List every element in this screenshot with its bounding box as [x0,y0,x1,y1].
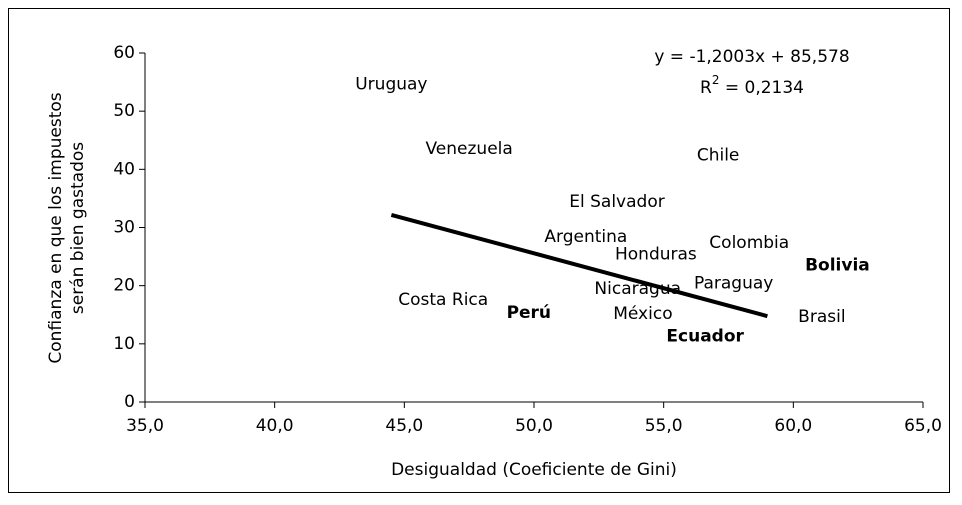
y-tick-label: 20 [113,276,135,296]
point-label: Chile [697,145,740,165]
x-tick-label: 35,0 [126,416,164,436]
x-tick-label: 45,0 [385,416,423,436]
x-tick-label: 50,0 [515,416,553,436]
point-label: Colombia [709,233,789,253]
point-label: Uruguay [355,74,427,94]
point-label: Costa Rica [398,290,488,310]
x-tick-label: 65,0 [904,416,942,436]
point-label: Bolivia [805,255,870,275]
point-label: Perú [507,303,551,323]
point-label: Honduras [615,244,697,264]
point-label: México [613,304,672,324]
point-label: Venezuela [426,139,513,159]
r2-base: R [700,78,712,98]
r2-rest: = 0,2134 [719,78,804,98]
x-tick-label: 55,0 [645,416,683,436]
x-axis-label: Desigualdad (Coeficiente de Gini) [391,460,677,480]
r2-sup: 2 [712,73,720,87]
point-label: Argentina [544,227,627,247]
y-tick-label: 60 [113,43,135,63]
chart-border [8,8,950,493]
y-tick-label: 0 [124,392,135,412]
y-tick-label: 50 [113,101,135,121]
x-tick-label: 60,0 [774,416,812,436]
point-label: Ecuador [666,326,744,346]
trend-equation: y = -1,2003x + 85,578 [654,47,849,67]
y-tick-label: 40 [113,159,135,179]
point-label: Brasil [798,307,845,327]
y-axis-label: Confianza en que los impuestos [46,92,66,363]
x-tick-label: 40,0 [256,416,294,436]
r-squared: R2 = 0,2134 [700,73,804,99]
point-label: Paraguay [694,273,773,293]
y-tick-label: 30 [113,218,135,238]
trendline [390,212,768,319]
y-tick-label: 10 [113,334,135,354]
point-label: El Salvador [569,192,664,212]
point-label: Nicaragua [594,279,681,299]
y-axis-label: serán bien gastados [68,142,88,314]
